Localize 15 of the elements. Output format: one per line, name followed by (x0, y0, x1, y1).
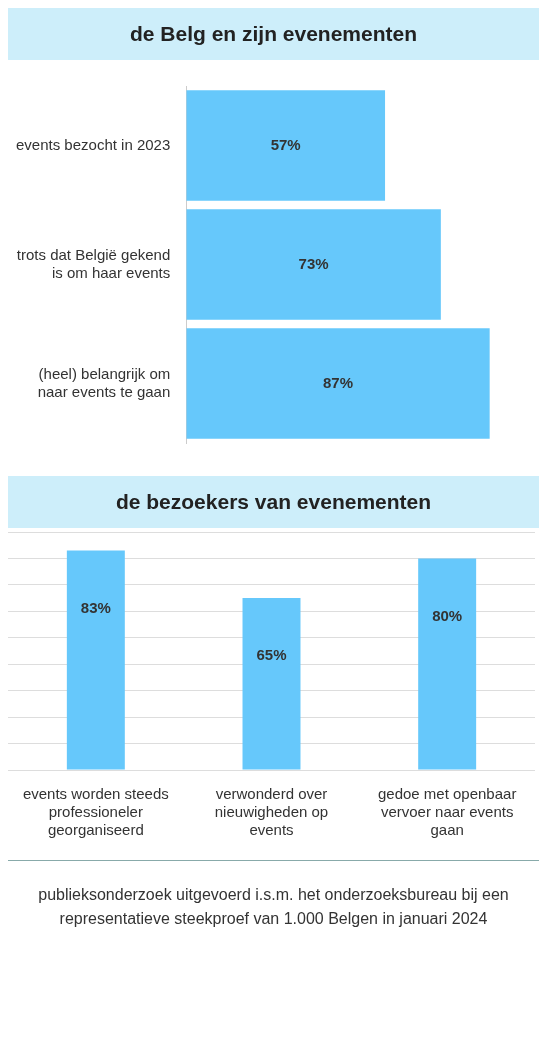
x-tick-label: verwonderd over nieuwigheden op events (214, 785, 329, 839)
data-label: 83% (80, 598, 111, 616)
chart-title: de bezoekers van evenementen (8, 476, 539, 528)
data-label: 87% (322, 373, 353, 391)
text: publieksonderzoek uitgevoerd i.s.m. het onderzoeksbureau bij een representatieve steekproef van 1.000 Belgen in januari 2024 (8, 860, 539, 953)
chart-title: de Belg en zijn evenementen (8, 8, 539, 60)
data-label: 65% (256, 646, 287, 664)
y-tick-label: trots dat België gekend is om haar events (16, 245, 171, 281)
y-tick-label: (heel) belangrijk om naar events te gaan (37, 364, 171, 400)
x-tick-label: events worden steeds professioneler georganiseerd (22, 785, 169, 839)
data-label: 80% (432, 606, 463, 624)
y-tick-label: events bezocht in 2023 (16, 135, 171, 153)
data-label: 73% (298, 254, 329, 272)
data-label: 57% (270, 135, 301, 153)
x-tick-label: gedoe met openbaar vervoer naar events gaan (377, 785, 517, 839)
